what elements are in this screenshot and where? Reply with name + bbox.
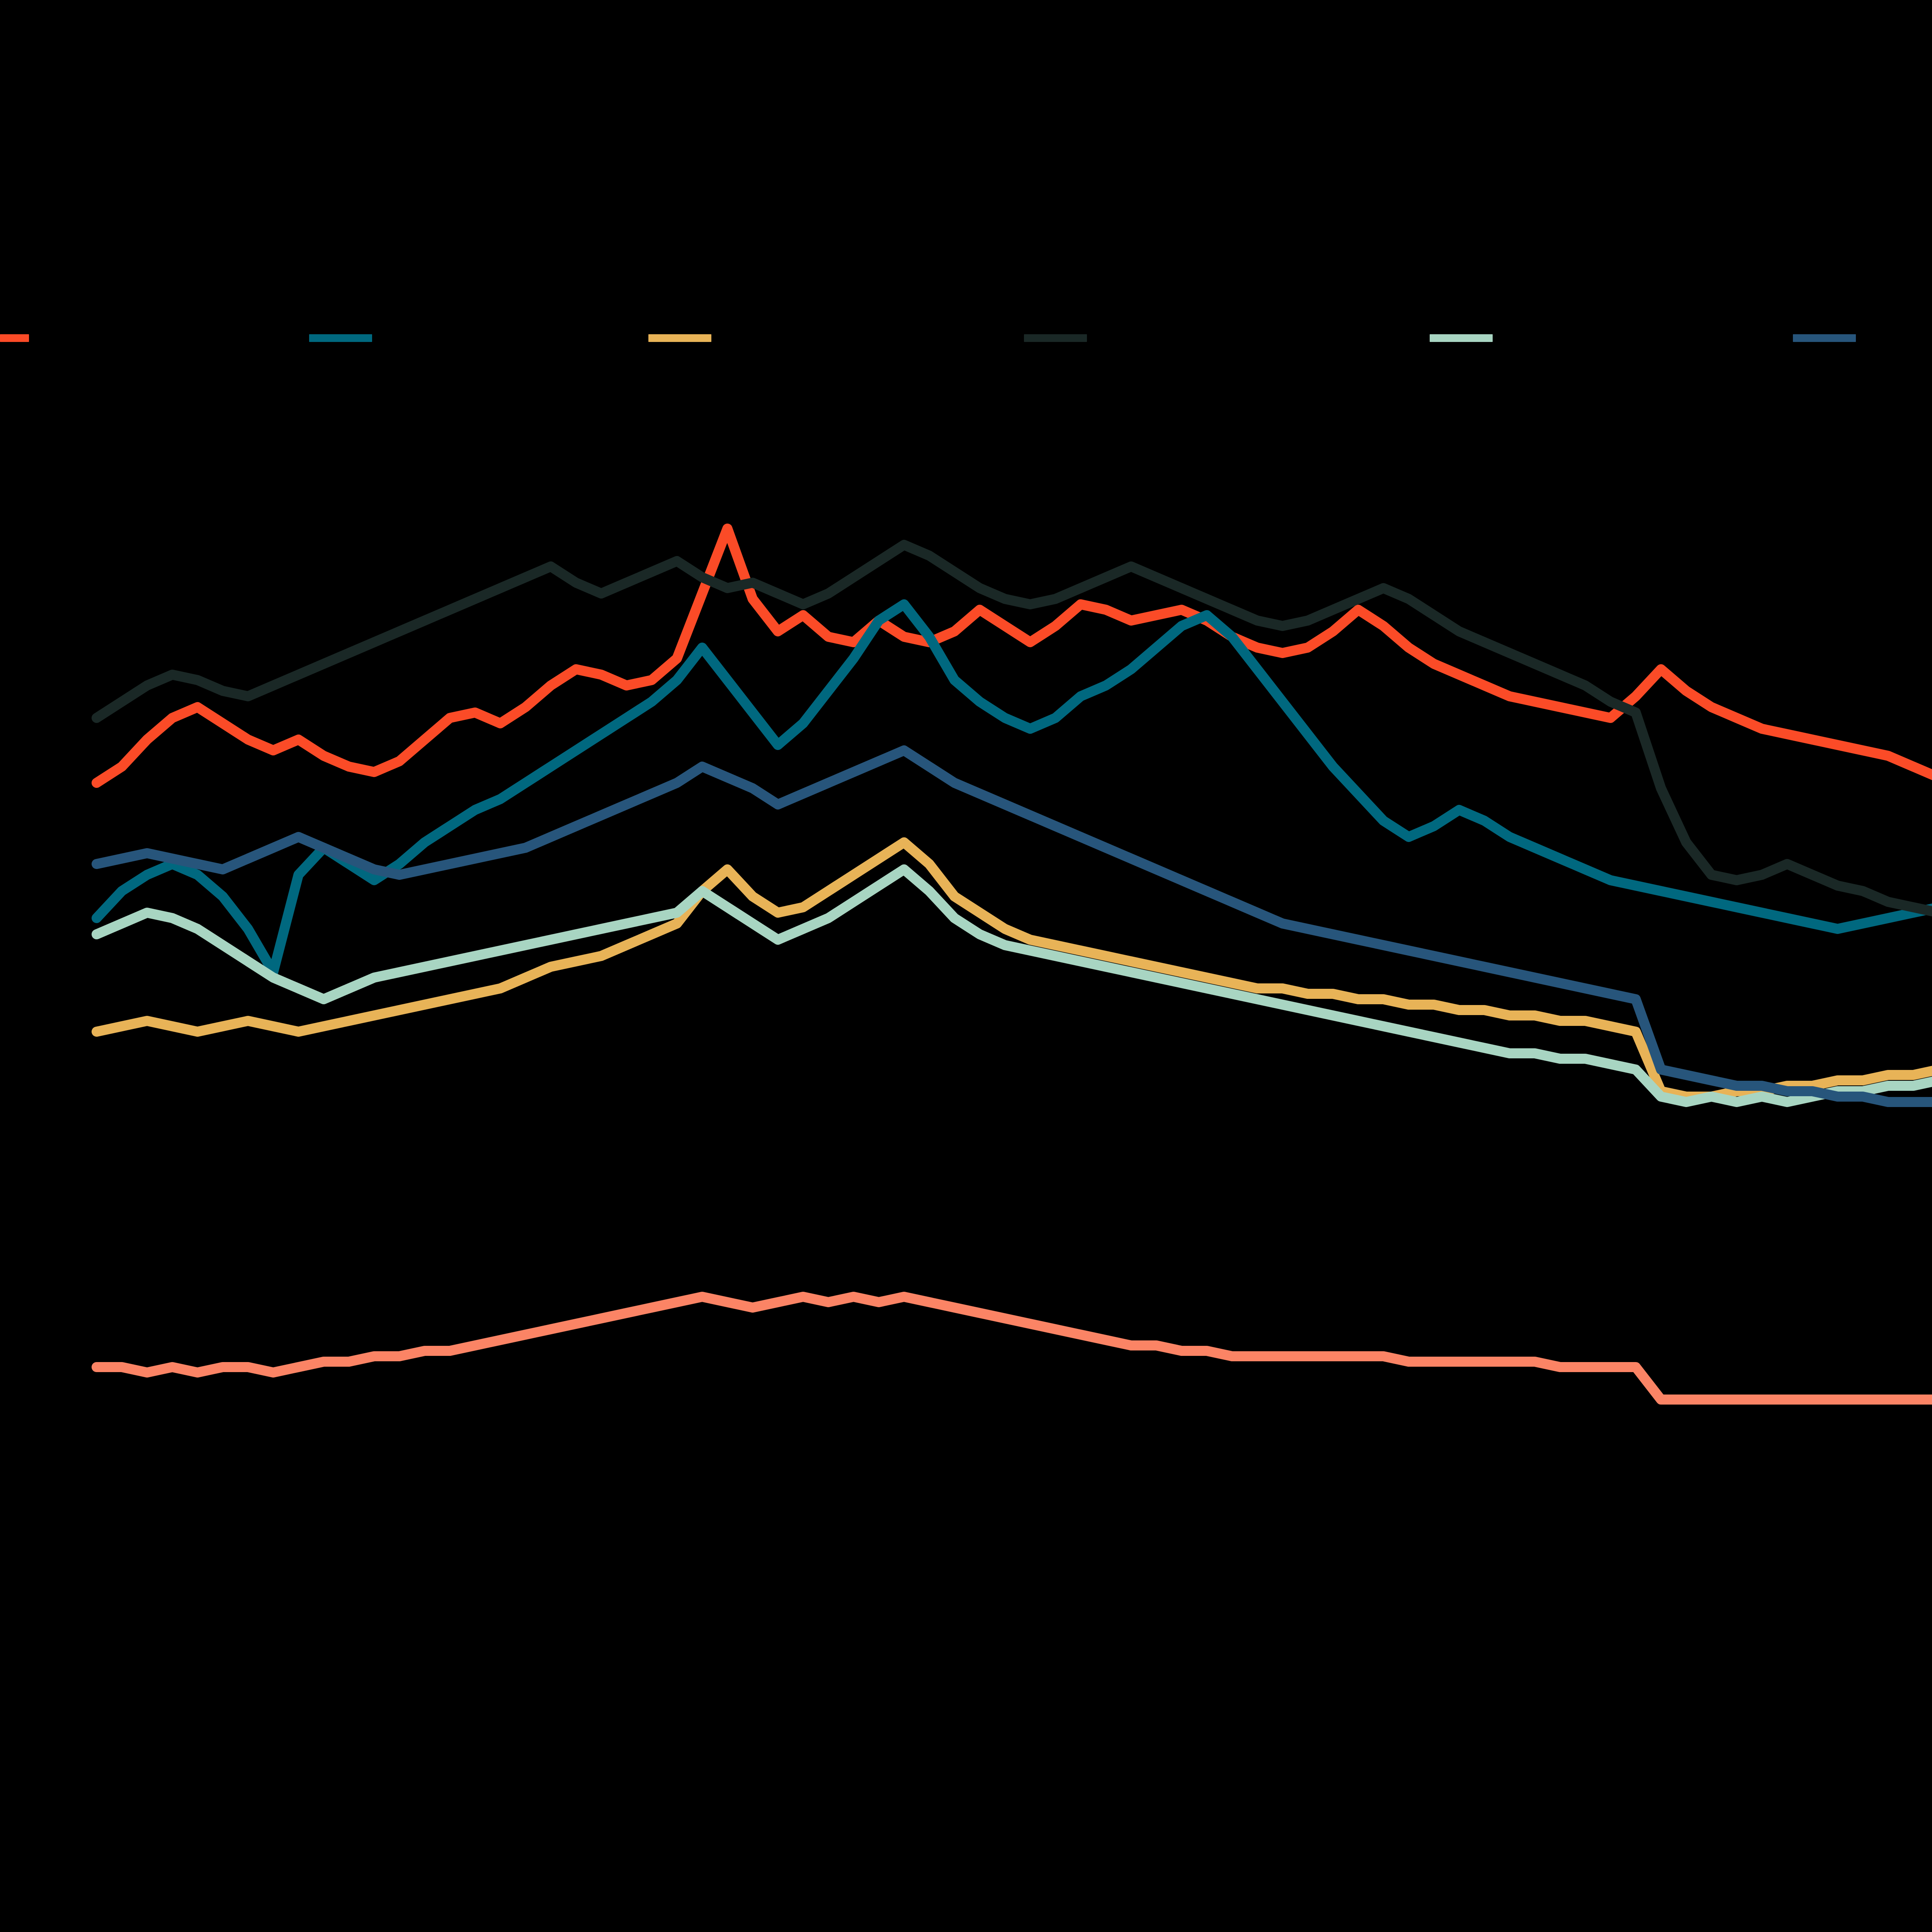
legend-item-3[interactable] <box>648 330 711 346</box>
series-line-5 <box>92 864 1932 1107</box>
chart-legend <box>0 330 1932 346</box>
legend-item-5[interactable] <box>1430 330 1493 346</box>
legend-swatch-4 <box>1024 334 1087 342</box>
series-line-3 <box>92 837 1932 1102</box>
series-line-4 <box>92 540 1932 917</box>
legend-swatch-3 <box>648 334 711 342</box>
series-line-1 <box>92 524 1932 788</box>
legend-item-1[interactable] <box>0 330 29 346</box>
legend-item-4[interactable] <box>1024 330 1087 346</box>
legend-swatch-1 <box>0 334 29 342</box>
series-line-7 <box>92 1292 1932 1405</box>
legend-swatch-2 <box>309 334 372 342</box>
series-line-2 <box>92 599 1932 977</box>
legend-swatch-5 <box>1430 334 1493 342</box>
series-line-6 <box>92 745 1932 1107</box>
legend-item-6[interactable] <box>1793 330 1856 346</box>
legend-swatch-6 <box>1793 334 1856 342</box>
legend-item-2[interactable] <box>309 330 372 346</box>
